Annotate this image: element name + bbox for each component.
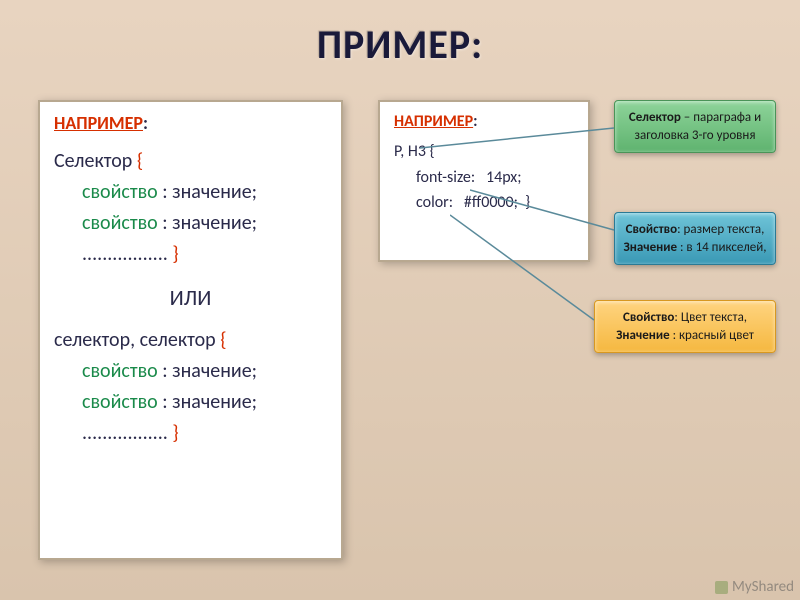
callout-orange-bold1: Свойство [623,310,674,325]
callout-selector: Селектор – параграфа и заголовка 3-го ур… [614,100,776,153]
callout-blue-bold2: Значение [624,240,678,255]
code-prop1: font-size: [416,168,475,187]
selector-list: селектор, селектор [54,328,216,352]
code-brace-close: } [525,193,530,212]
value-word: значение [172,390,252,414]
code-prop2: color: [416,193,453,212]
callout-blue-text2: : в 14 пикселей, [677,240,766,255]
ellipsis-dots: ................. [54,242,168,266]
selector-word: Селектор [54,149,132,173]
brace-close: } [172,242,178,266]
callout-fontsize: Свойство: размер текста, Значение : в 14… [614,212,776,265]
ellipsis-dots: ................. [54,421,168,445]
value-word: значение [172,180,252,204]
slide-title: ПРИМЕР: [317,20,483,69]
heading-mid: НАПРИМЕР [394,112,473,131]
property-word: свойство [54,211,158,235]
value-word: значение [172,211,252,235]
watermark: MyShared [715,578,794,596]
property-word: свойство [54,180,158,204]
heading-left-colon: : [143,112,148,134]
code-block-2: селектор, селектор { свойство : значение… [54,325,327,449]
code-semi: ; [514,193,518,212]
callout-blue-text1: : размер текста, [677,222,764,237]
or-label: ИЛИ [54,284,327,311]
callout-blue-bold1: Свойство [626,222,677,237]
brace-open: { [137,149,143,173]
watermark-icon [715,581,728,594]
value-word: значение [172,359,252,383]
code-example: P, H3 { font-size: 14px; color: #ff0000;… [394,139,574,216]
callout-orange-text2: : красный цвет [670,328,754,343]
example-box-syntax: НАПРИМЕР: Селектор { свойство : значение… [38,100,343,560]
code-selector: P, H3 [394,142,426,161]
code-val1: 14px [486,168,517,187]
brace-close: } [172,421,178,445]
watermark-text: MyShared [732,578,794,596]
heading-left: НАПРИМЕР [54,112,143,134]
callout-orange-text1: : Цвет текста, [674,310,747,325]
example-box-code: НАПРИМЕР: P, H3 { font-size: 14px; color… [378,100,590,262]
code-val2: #ff0000 [464,193,514,212]
code-semi: ; [517,168,521,187]
code-brace-open: { [430,142,435,161]
code-block-1: Селектор { свойство : значение; свойство… [54,146,327,270]
heading-mid-colon: : [473,112,477,131]
brace-open: { [220,328,226,352]
property-word: свойство [54,390,158,414]
callout-color: Свойство: Цвет текста, Значение : красны… [594,300,776,353]
property-word: свойство [54,359,158,383]
callout-green-bold: Селектор [629,110,681,125]
callout-orange-bold2: Значение [616,328,670,343]
